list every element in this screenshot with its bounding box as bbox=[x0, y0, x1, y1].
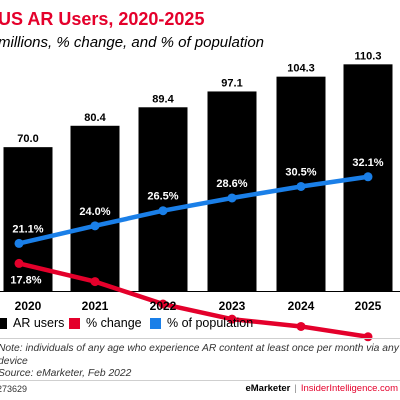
pct-population-label-2025: 32.1% bbox=[352, 157, 383, 169]
brand-emarketer: eMarketer bbox=[245, 383, 291, 394]
pct-change-label-2020: 17.8% bbox=[10, 274, 41, 286]
point-pct-population-2021 bbox=[90, 221, 100, 231]
source-line: Source: eMarketer, Feb 2022 bbox=[0, 368, 132, 379]
legend-item-pct-change: % change bbox=[69, 316, 142, 330]
bar-ar-users-2021 bbox=[70, 125, 120, 291]
point-pct-change-2020 bbox=[14, 258, 24, 268]
x-tick-label-2024: 2024 bbox=[288, 299, 315, 313]
x-tick-label-2023: 2023 bbox=[219, 299, 246, 313]
point-pct-population-2024 bbox=[296, 181, 306, 191]
point-pct-change-2021 bbox=[90, 277, 100, 287]
point-pct-change-2024 bbox=[296, 321, 306, 331]
bar-value-label-2022: 89.4 bbox=[152, 93, 174, 105]
x-tick-label-2020: 2020 bbox=[15, 299, 42, 313]
bar-ar-users-2022 bbox=[138, 107, 188, 292]
pct-population-label-2023: 28.6% bbox=[216, 178, 247, 190]
x-tick-label-2022: 2022 bbox=[150, 299, 177, 313]
legend-label-ar-users: AR users bbox=[13, 316, 65, 330]
pct-population-label-2024: 30.5% bbox=[285, 166, 316, 178]
bar-value-label-2023: 97.1 bbox=[221, 77, 242, 89]
divider-top bbox=[0, 338, 400, 339]
x-tick-label-2025: 2025 bbox=[355, 299, 382, 313]
legend-swatch-pct-population bbox=[150, 317, 161, 329]
x-tick-label-2021: 2021 bbox=[82, 299, 109, 313]
pct-change-label-2025: 5.7% bbox=[355, 348, 380, 360]
point-pct-change-2022 bbox=[158, 299, 168, 309]
pct-change-label-2021: 14.8% bbox=[79, 293, 110, 305]
legend-item-pct-population: % of population bbox=[150, 316, 253, 330]
note-line-1: Note: individuals of any age who experie… bbox=[0, 343, 399, 354]
divider-bottom bbox=[0, 380, 400, 381]
note-line-2: device bbox=[0, 355, 28, 367]
point-pct-population-2025 bbox=[363, 172, 373, 182]
footnote: Note: individuals of any age who experie… bbox=[0, 343, 400, 381]
line-pct-change bbox=[18, 261, 369, 339]
bar-value-label-2021: 80.4 bbox=[84, 112, 106, 124]
bar-value-label-2020: 70.0 bbox=[17, 133, 38, 145]
chart-title: US AR Users, 2020-2025 bbox=[0, 9, 205, 29]
pct-population-label-2022: 26.5% bbox=[147, 191, 178, 203]
pct-change-label-2023: 8.6% bbox=[219, 330, 244, 342]
legend-item-ar-users: AR users bbox=[0, 316, 64, 330]
point-pct-population-2023 bbox=[227, 193, 237, 203]
legend-swatch-pct-change bbox=[69, 317, 80, 329]
brand-insider-intelligence: InsiderIntelligence.com bbox=[300, 383, 398, 394]
bar-value-label-2024: 104.3 bbox=[287, 63, 315, 75]
legend-swatch-ar-users bbox=[0, 317, 7, 329]
pct-change-label-2024: 7.4% bbox=[288, 337, 313, 349]
bar-ar-users-2023 bbox=[207, 91, 257, 291]
pct-population-label-2021: 24.0% bbox=[79, 206, 110, 218]
bar-value-label-2025: 110.3 bbox=[355, 50, 382, 62]
brand-separator: | bbox=[294, 383, 297, 394]
legend-label-pct-change: % change bbox=[86, 316, 142, 330]
chart-id: 273629 bbox=[0, 384, 28, 394]
legend-label-pct-population: % of population bbox=[167, 316, 254, 330]
line-pct-population bbox=[18, 174, 369, 246]
pct-population-label-2020: 21.1% bbox=[12, 223, 43, 235]
brand-footer: eMarketer | InsiderIntelligence.com bbox=[245, 383, 398, 394]
point-pct-change-2023 bbox=[227, 314, 237, 324]
point-pct-population-2020 bbox=[14, 238, 24, 248]
chart-subtitle: millions, % change, and % of population bbox=[0, 34, 265, 51]
point-pct-population-2022 bbox=[158, 206, 168, 216]
point-pct-change-2025 bbox=[363, 332, 373, 342]
